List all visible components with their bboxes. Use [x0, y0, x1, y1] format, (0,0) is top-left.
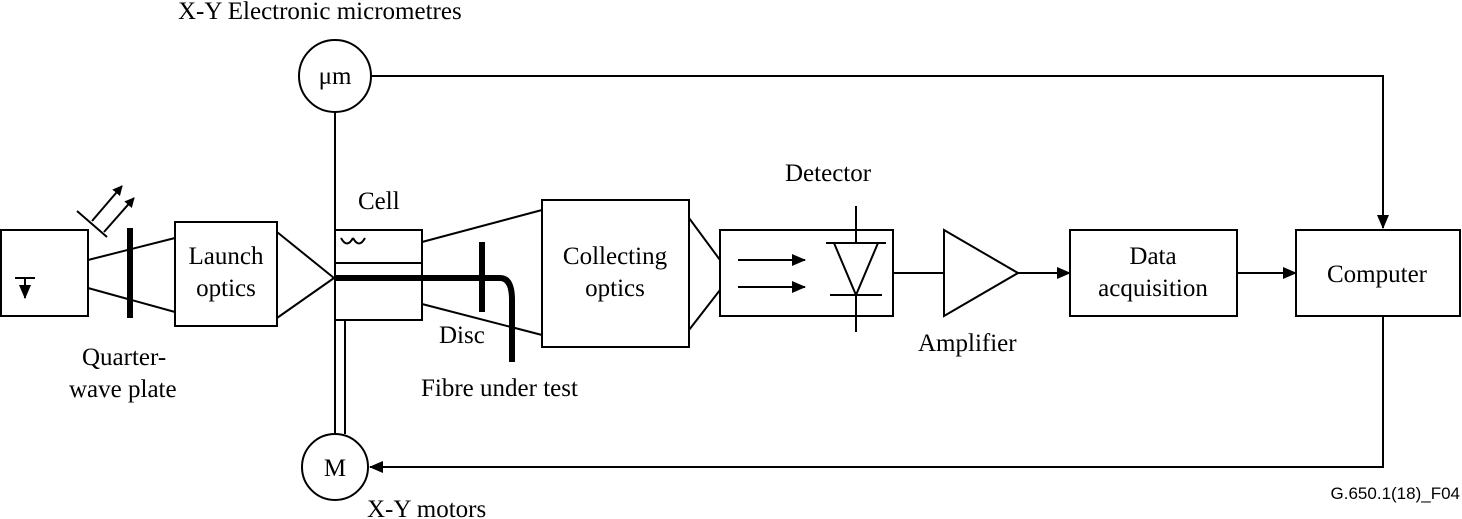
beam-line	[421, 303, 543, 336]
collecting-optics-label-2: optics	[585, 275, 645, 302]
title-label: X-Y Electronic micrometres	[178, 0, 462, 25]
computer-box	[1295, 229, 1461, 317]
micrometre-symbol: μm	[319, 63, 352, 90]
computer-to-motor-arrow	[369, 316, 1384, 473]
data-acquisition-box	[1069, 229, 1238, 317]
launch-optics-box	[174, 221, 278, 327]
collecting-optics-box	[541, 199, 690, 348]
beam-line	[688, 217, 721, 261]
computer-label: Computer	[1327, 261, 1428, 288]
amplifier-label: Amplifier	[918, 330, 1017, 357]
motor-circle	[301, 433, 369, 501]
launch-optics-label-1: Launch	[189, 243, 264, 270]
beam-line	[688, 289, 721, 331]
detector-label: Detector	[785, 160, 872, 187]
motor-symbol: M	[324, 455, 346, 482]
amplifier-triangle	[943, 228, 1020, 318]
quarter-wave-label-2: wave plate	[69, 376, 177, 403]
xy-motors-label: X-Y motors	[367, 496, 486, 519]
disc-label: Disc	[439, 322, 485, 349]
beam-line	[276, 277, 335, 319]
light-source	[0, 229, 89, 317]
detector-box	[719, 229, 894, 317]
photodiode-icon	[826, 206, 886, 332]
fibre-label: Fibre under test	[421, 375, 578, 402]
beam-line	[276, 231, 335, 279]
fibre-under-test	[335, 275, 515, 362]
beam-line	[421, 209, 543, 243]
quarter-wave-label-1: Quarter-	[82, 344, 166, 371]
micrometre-to-computer-arrow	[371, 75, 1389, 229]
launch-optics-label-2: optics	[196, 275, 256, 302]
data-acquisition-label-1: Data	[1129, 243, 1176, 270]
emission-arrows-icon	[76, 185, 135, 238]
data-acquisition-label-2: acquisition	[1098, 275, 1208, 302]
figure-reference: G.650.1(18)_F04	[1331, 484, 1460, 503]
collecting-optics-label-1: Collecting	[563, 243, 668, 270]
cell-label: Cell	[358, 188, 400, 215]
